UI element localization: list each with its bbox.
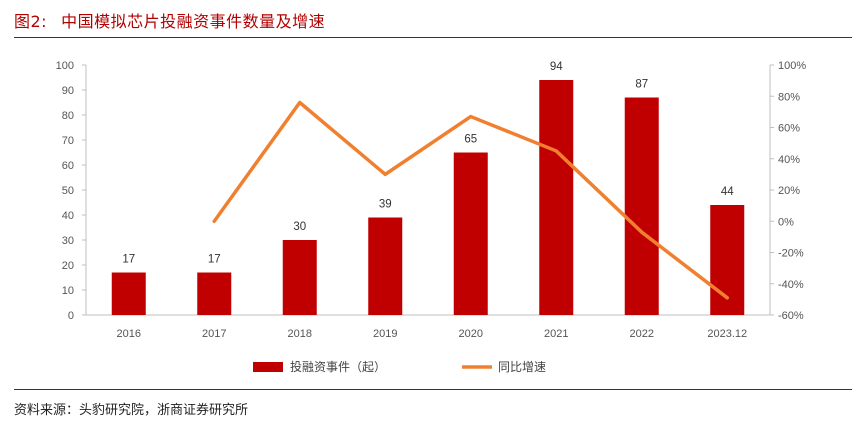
right-axis-tick-label: 80% [778,91,800,103]
x-axis-tick-label: 2018 [288,328,312,340]
bar-data-label: 94 [550,61,563,73]
x-axis: 2016 2017 2018 2019 2020 2021 2022 2023.12 [86,314,770,340]
left-axis-tick-label: 40 [62,210,74,222]
left-axis-tick-label: 0 [68,310,74,322]
x-axis-tick-label: 2016 [117,328,141,340]
legend-bar-swatch [253,362,283,372]
right-axis-tick-label: 60% [778,123,800,135]
x-axis-tick-label: 2017 [202,328,226,340]
bar-data-label: 65 [464,134,477,146]
bar [539,80,574,315]
bar [624,97,659,315]
right-axis-tick-label: 40% [778,154,800,166]
bar [453,152,488,315]
growth-point [554,149,558,153]
right-axis-tick-label: 0% [778,216,794,228]
bars [111,80,745,315]
bar [282,240,317,315]
line-series [212,100,729,300]
legend-bar-label: 投融资事件（起） [290,359,386,374]
growth-point [640,230,644,234]
legend: 投融资事件（起） 同比增速 [253,359,546,374]
right-axis-tick-label: -20% [778,248,804,260]
left-axis-tick-label: 30 [62,235,74,247]
figure-title: 图2: 中国模拟芯片投融资事件数量及增速 [14,8,325,32]
data-labels: 17 17 30 39 65 94 87 44 [122,61,734,266]
left-axis-tick-label: 70 [62,135,74,147]
bar [111,272,146,315]
source-rule [14,389,852,390]
x-axis-tick-label: 2023.12 [707,328,747,340]
x-axis-tick-label: 2020 [459,328,483,340]
source-note: 资料来源：头豹研究院，浙商证券研究所 [14,403,249,418]
figure-number: 图2: [14,12,48,31]
growth-point [298,101,302,104]
bar-data-label: 17 [208,254,221,266]
growth-point [469,115,473,119]
left-axis-tick-label: 50 [62,185,74,197]
left-axis-tick-label: 90 [62,85,74,97]
right-axis-tick-label: 20% [778,185,800,197]
bar-data-label: 44 [721,186,734,198]
growth-point [383,172,387,176]
x-axis-tick-label: 2019 [373,328,397,340]
title-rule [14,37,852,38]
bar [368,217,403,315]
bar-data-label: 17 [122,254,135,266]
right-axis-tick-label: 100% [778,60,806,72]
bar-data-label: 30 [293,221,306,233]
left-axis-tick-label: 10 [62,285,74,297]
growth-point [212,219,216,223]
legend-line-label: 同比增速 [498,360,546,374]
bar-data-label: 87 [635,79,648,91]
left-axis-tick-label: 100 [56,60,74,72]
right-axis-tick-label: -40% [778,279,804,291]
left-axis-tick-label: 20 [62,260,74,272]
chart: 0 10 20 30 40 50 60 70 80 90 100 -60% -40% -20% 0% 20%… [56,60,807,374]
x-axis-tick-label: 2021 [544,328,568,340]
left-axis-tick-label: 80 [62,110,74,122]
bar [197,272,232,315]
left-axis: 0 10 20 30 40 50 60 70 80 90 100 [56,60,87,322]
x-axis-tick-label: 2022 [630,328,654,340]
right-axis: -60% -40% -20% 0% 20% 40% 60% 80% 100% [769,60,806,322]
right-axis-tick-label: -60% [778,310,804,322]
figure-title-text: 中国模拟芯片投融资事件数量及增速 [61,12,326,31]
growth-point [725,296,729,300]
left-axis-tick-label: 60 [62,160,74,172]
bar-data-label: 39 [379,199,392,211]
